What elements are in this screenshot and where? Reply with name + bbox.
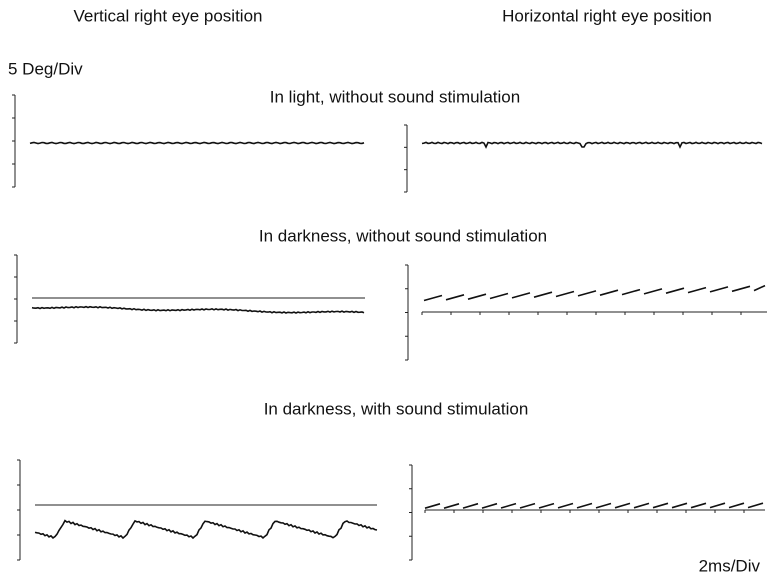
eye-trace <box>423 284 766 302</box>
eye-trace <box>421 141 763 149</box>
scale-label: 5 Deg/Div <box>8 59 83 78</box>
row-title: In darkness, without sound stimulation <box>259 226 547 245</box>
row-title: In darkness, with sound stimulation <box>264 399 529 418</box>
eye-trace <box>34 519 378 540</box>
eye-trace <box>29 141 365 145</box>
eye-trace <box>31 305 365 314</box>
row-title: In light, without sound stimulation <box>270 87 520 106</box>
eye-trace <box>424 502 764 509</box>
scale-label: 2ms/Div <box>699 556 761 575</box>
traces <box>12 94 767 561</box>
column-header: Horizontal right eye position <box>502 6 712 25</box>
column-header: Vertical right eye position <box>74 6 263 25</box>
